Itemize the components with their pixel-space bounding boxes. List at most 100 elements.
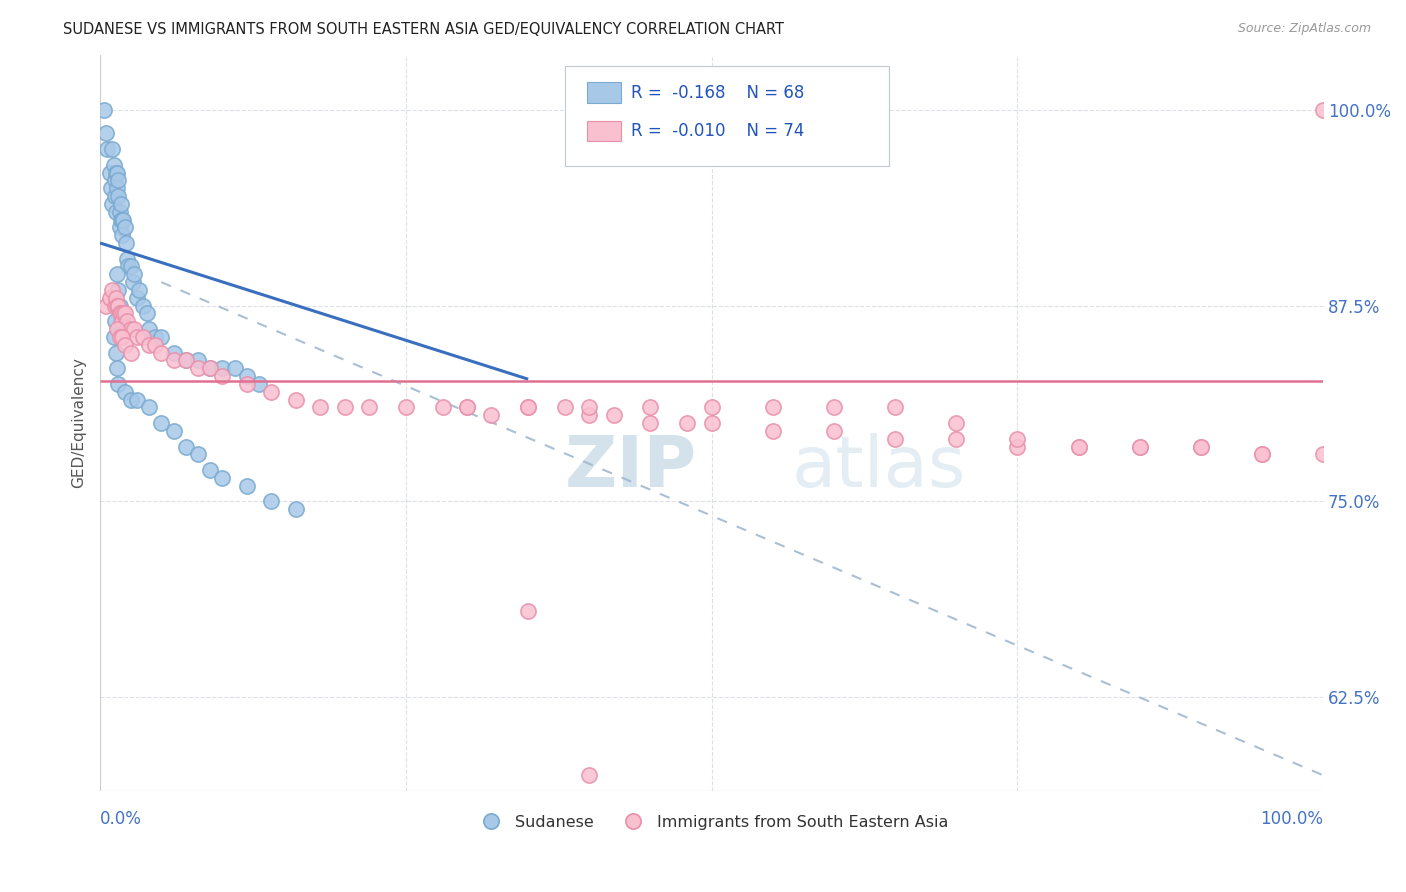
Point [174,353,197,368]
Point [104,173,127,187]
Point [395,401,418,415]
Point [432,401,454,415]
Point [98,291,121,305]
Point [100,181,122,195]
Point [138,401,160,415]
Point [104,299,127,313]
Point [108,204,131,219]
Point [1312,447,1334,461]
Point [112,306,135,320]
Point [200,361,222,376]
Point [884,432,907,446]
Point [110,212,132,227]
Point [125,330,148,344]
Point [105,181,128,195]
Point [105,165,128,179]
Point [284,502,307,516]
Point [187,361,209,376]
Point [107,189,129,203]
Point [150,330,173,344]
Point [603,408,626,422]
Point [132,299,155,313]
Point [1067,440,1090,454]
Point [247,376,270,391]
Point [187,353,209,368]
Point [114,220,136,235]
Point [236,369,259,384]
Point [762,424,785,438]
Point [456,401,478,415]
Point [114,384,136,399]
Point [111,314,134,328]
Point [115,314,138,328]
Point [162,353,184,368]
Point [1189,440,1212,454]
Point [110,314,132,328]
Point [260,384,283,399]
Point [111,228,134,243]
Point [517,604,540,618]
Text: ZIP: ZIP [565,433,697,501]
Point [114,338,136,352]
Point [117,260,139,274]
Point [105,299,128,313]
Point [1007,432,1029,446]
Point [1251,447,1274,461]
Point [124,268,146,282]
Point [105,361,128,376]
FancyBboxPatch shape [565,66,889,166]
Point [96,127,118,141]
Point [107,376,129,391]
Point [125,392,148,407]
Point [108,220,131,235]
Point [101,197,124,211]
Point [108,306,131,320]
Point [150,345,173,359]
Point [823,401,845,415]
Point [120,260,142,274]
Point [98,165,121,179]
Point [200,463,222,477]
Point [578,768,600,782]
Point [517,401,540,415]
Point [104,189,127,203]
Point [105,291,128,305]
Point [162,424,184,438]
Point [103,330,125,344]
Point [150,416,173,430]
Point [762,401,785,415]
FancyBboxPatch shape [586,82,621,103]
Point [120,392,142,407]
Point [93,103,115,117]
Text: R =  -0.168    N = 68: R = -0.168 N = 68 [631,84,804,102]
Point [517,401,540,415]
Point [104,314,127,328]
Point [1067,440,1090,454]
Point [284,392,307,407]
Point [700,416,723,430]
Point [96,142,118,156]
Point [1129,440,1152,454]
Point [260,494,283,508]
Point [945,416,967,430]
Point [211,471,233,485]
Point [110,197,132,211]
Point [101,283,124,297]
Point [114,306,136,320]
Point [107,173,129,187]
Point [481,408,503,422]
Point [125,291,148,305]
Point [1189,440,1212,454]
Point [554,401,576,415]
Point [138,338,160,352]
Point [132,330,155,344]
Point [1251,447,1274,461]
Point [122,275,145,289]
Point [456,401,478,415]
Point [114,235,136,250]
Point [128,283,150,297]
Point [120,322,142,336]
Point [640,401,662,415]
Point [120,345,142,359]
Point [578,401,600,415]
